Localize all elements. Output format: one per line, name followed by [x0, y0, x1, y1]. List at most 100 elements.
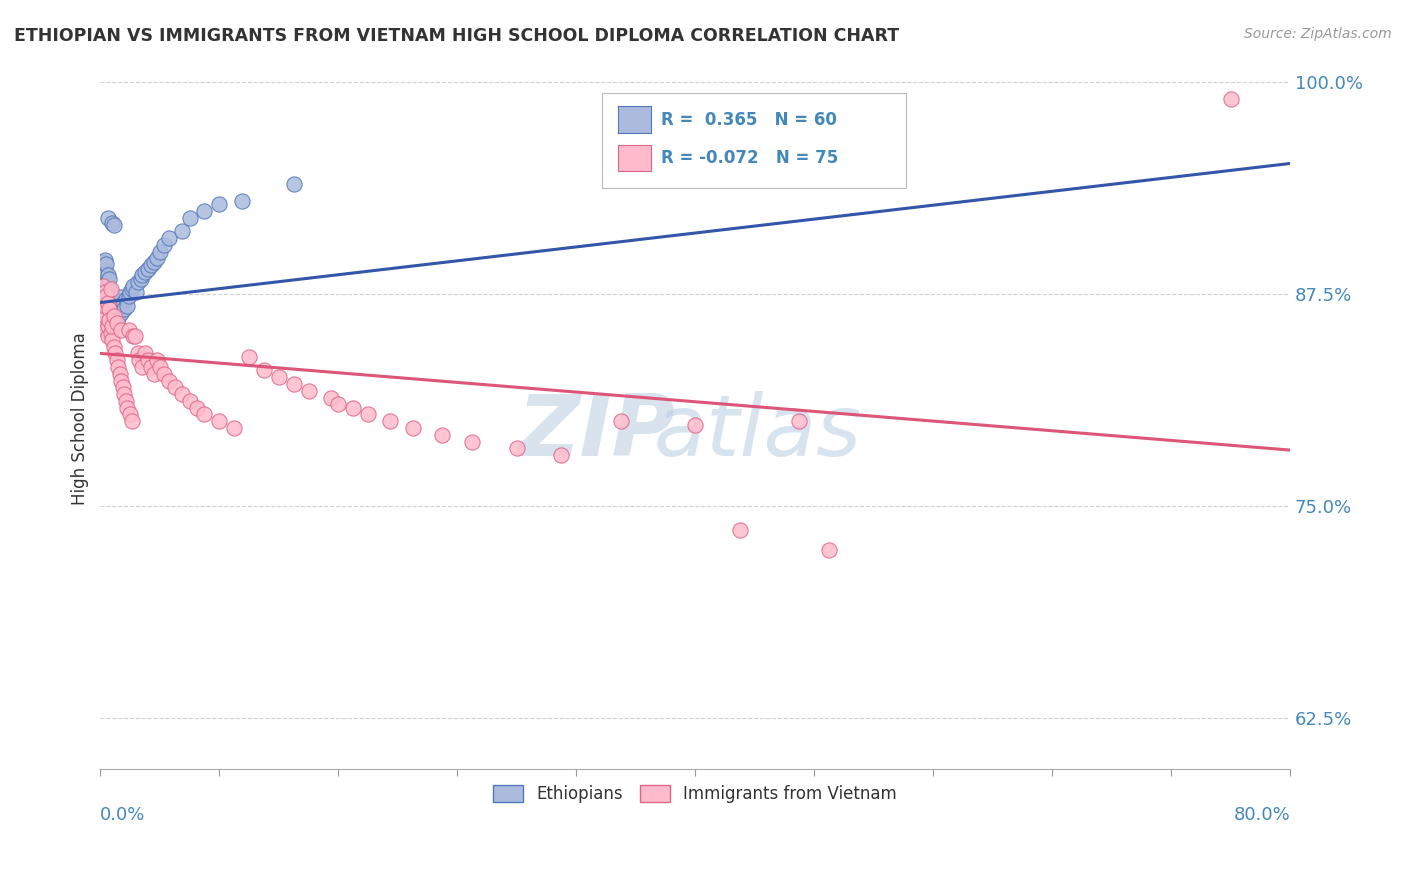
Point	[357, 408, 380, 422]
Point	[267, 370, 290, 384]
Point	[153, 367, 176, 381]
Point	[98, 312, 121, 326]
Point	[110, 323, 132, 337]
Point	[136, 261, 159, 276]
Point	[117, 323, 139, 337]
Point	[134, 346, 156, 360]
Point	[103, 218, 125, 232]
Text: R = -0.072   N = 75: R = -0.072 N = 75	[661, 149, 838, 167]
Point	[142, 367, 165, 381]
Point	[112, 387, 135, 401]
Point	[787, 414, 810, 428]
Point	[131, 359, 153, 374]
Point	[461, 434, 484, 449]
Point	[125, 285, 148, 300]
Point	[127, 346, 149, 360]
Text: Source: ZipAtlas.com: Source: ZipAtlas.com	[1244, 27, 1392, 41]
Point	[110, 306, 132, 320]
Point	[105, 307, 128, 321]
Point	[105, 316, 128, 330]
Point	[94, 309, 117, 323]
Point	[683, 417, 706, 432]
Point	[101, 319, 124, 334]
Point	[115, 401, 138, 415]
Point	[146, 252, 169, 266]
Point	[157, 231, 180, 245]
Point	[134, 265, 156, 279]
Point	[103, 299, 125, 313]
Point	[96, 277, 118, 291]
Text: 0.0%: 0.0%	[100, 806, 146, 824]
Point	[97, 319, 120, 334]
Point	[127, 275, 149, 289]
Point	[117, 289, 139, 303]
Point	[91, 265, 114, 279]
Point	[98, 282, 121, 296]
Point	[129, 272, 152, 286]
Point	[107, 359, 129, 374]
Point	[108, 290, 131, 304]
Point	[112, 302, 135, 317]
Point	[111, 295, 134, 310]
Point	[231, 194, 253, 208]
Text: ETHIOPIAN VS IMMIGRANTS FROM VIETNAM HIGH SCHOOL DIPLOMA CORRELATION CHART: ETHIOPIAN VS IMMIGRANTS FROM VIETNAM HIG…	[14, 27, 900, 45]
Point	[157, 374, 180, 388]
Point	[90, 261, 112, 276]
Point	[111, 380, 134, 394]
Point	[120, 408, 142, 422]
Point	[208, 414, 231, 428]
Point	[96, 289, 118, 303]
Text: 80.0%: 80.0%	[1233, 806, 1291, 824]
Point	[149, 359, 172, 374]
Point	[121, 282, 143, 296]
Point	[94, 282, 117, 296]
Point	[104, 293, 127, 308]
Point	[142, 255, 165, 269]
Point	[818, 543, 841, 558]
FancyBboxPatch shape	[617, 145, 651, 171]
Point	[1219, 92, 1241, 106]
FancyBboxPatch shape	[602, 93, 905, 187]
Point	[94, 299, 117, 313]
Point	[96, 267, 118, 281]
Point	[179, 211, 201, 225]
Point	[101, 216, 124, 230]
Point	[108, 301, 131, 315]
Point	[506, 442, 529, 456]
Point	[91, 278, 114, 293]
Point	[96, 285, 118, 300]
Point	[319, 391, 342, 405]
Point	[100, 282, 122, 296]
Point	[193, 408, 215, 422]
Point	[146, 353, 169, 368]
Point	[91, 255, 114, 269]
Point	[97, 329, 120, 343]
Point	[98, 292, 121, 306]
Point	[163, 380, 186, 394]
Point	[101, 290, 124, 304]
Point	[97, 295, 120, 310]
Point	[103, 309, 125, 323]
Point	[401, 421, 423, 435]
Point	[153, 238, 176, 252]
Point	[186, 401, 208, 415]
Point	[120, 285, 142, 300]
Point	[91, 275, 114, 289]
Point	[122, 278, 145, 293]
Point	[121, 414, 143, 428]
Point	[104, 346, 127, 360]
Point	[297, 384, 319, 398]
Text: ZIP: ZIP	[517, 392, 675, 475]
Point	[108, 367, 131, 381]
Point	[131, 268, 153, 283]
Text: R =  0.365   N = 60: R = 0.365 N = 60	[661, 111, 837, 128]
Point	[90, 304, 112, 318]
Point	[96, 323, 118, 337]
Point	[610, 414, 633, 428]
Point	[728, 523, 751, 537]
Point	[97, 278, 120, 293]
Point	[128, 353, 150, 368]
Legend: Ethiopians, Immigrants from Vietnam: Ethiopians, Immigrants from Vietnam	[486, 778, 904, 810]
Y-axis label: High School Diploma: High School Diploma	[72, 333, 89, 505]
Point	[122, 329, 145, 343]
